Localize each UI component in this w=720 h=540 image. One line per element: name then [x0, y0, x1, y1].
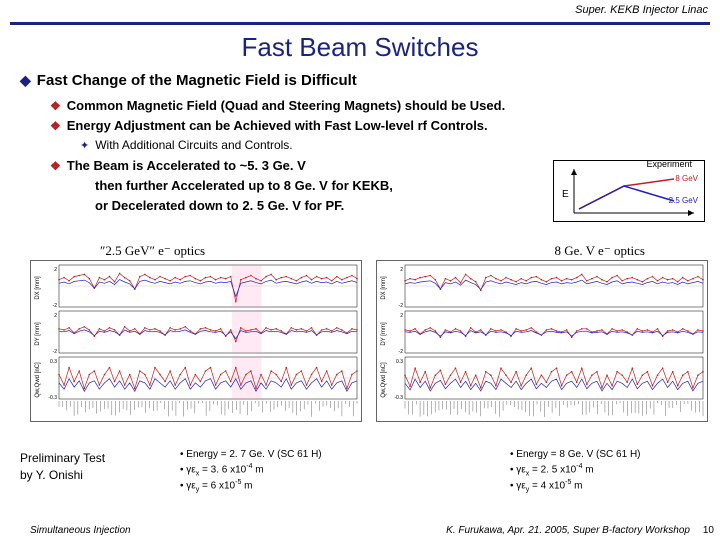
prelim-text: Preliminary Test by Y. Onishi [20, 450, 105, 484]
svg-text:Qw,Qwd [nC]: Qw,Qwd [nC] [35, 362, 41, 398]
diagram-out1: 8 GeV [675, 174, 698, 183]
chart-left: DX [mm] 2 -2 DY [mm] 2 -2 Qw,Qwd [nC] 0.3 -0.3 [30, 260, 362, 422]
main-bullet: Fast Change of the Magnetic Field is Dif… [20, 72, 357, 89]
svg-text:-2: -2 [399, 349, 404, 355]
svg-text:-0.3: -0.3 [394, 395, 403, 401]
svg-text:0.3: 0.3 [50, 359, 57, 365]
chart-title-left: ″2.5 GeV″ e⁻ optics [100, 243, 205, 259]
svg-text:-2: -2 [53, 303, 58, 309]
slide-title: Fast Beam Switches [0, 32, 720, 63]
chart-right: DX [mm] 2 -2 DY [mm] 2 -2 Qw,Qwd [nC] 0.3 -0.3 [376, 260, 708, 422]
params-right: • Energy = 8 Ge. V (SC 61 H)• γεx = 2. 5… [510, 448, 641, 495]
energy-diagram: Experiment E 8 GeV 2.5 GeV [553, 160, 705, 222]
chart-title-right: 8 Ge. V e⁻ optics [554, 243, 645, 259]
prelim-l2: by Y. Onishi [20, 468, 83, 482]
sub-bullet-3: The Beam is Accelerated to ~5. 3 Ge. V [50, 158, 306, 173]
page-number: 10 [703, 525, 714, 536]
svg-text:2: 2 [54, 313, 57, 319]
svg-text:DX [mm]: DX [mm] [381, 276, 387, 300]
svg-text:-2: -2 [53, 349, 58, 355]
svg-text:DX [mm]: DX [mm] [35, 276, 41, 300]
svg-text:2: 2 [400, 267, 403, 273]
accel-line-2: or Decelerated down to 2. 5 Ge. V for PF… [95, 198, 344, 213]
sub-bullet-2: Energy Adjustment can be Achieved with F… [50, 118, 488, 133]
sub2-bullet: With Additional Circuits and Controls. [80, 138, 293, 152]
svg-text:Qw,Qwd [nC]: Qw,Qwd [nC] [381, 362, 387, 398]
header-line [10, 22, 710, 25]
params-left: • Energy = 2. 7 Ge. V (SC 61 H)• γεx = 3… [180, 448, 322, 495]
svg-text:2: 2 [400, 313, 403, 319]
diagram-out2: 2.5 GeV [669, 196, 698, 205]
svg-text:DY [mm]: DY [mm] [381, 322, 387, 346]
sub-bullet-1: Common Magnetic Field (Quad and Steering… [50, 98, 505, 113]
accel-line-1: then further Accelerated up to 8 Ge. V f… [95, 178, 393, 193]
svg-text:DY [mm]: DY [mm] [35, 322, 41, 346]
svg-text:0.3: 0.3 [396, 359, 403, 365]
footer-right: K. Furukawa, Apr. 21. 2005, Super B-fact… [446, 525, 690, 536]
header-text: Super. KEKB Injector Linac [575, 4, 708, 16]
prelim-l1: Preliminary Test [20, 451, 105, 465]
svg-text:-2: -2 [399, 303, 404, 309]
svg-text:2: 2 [54, 267, 57, 273]
svg-text:-0.3: -0.3 [48, 395, 57, 401]
footer-left: Simultaneous Injection [30, 525, 131, 536]
